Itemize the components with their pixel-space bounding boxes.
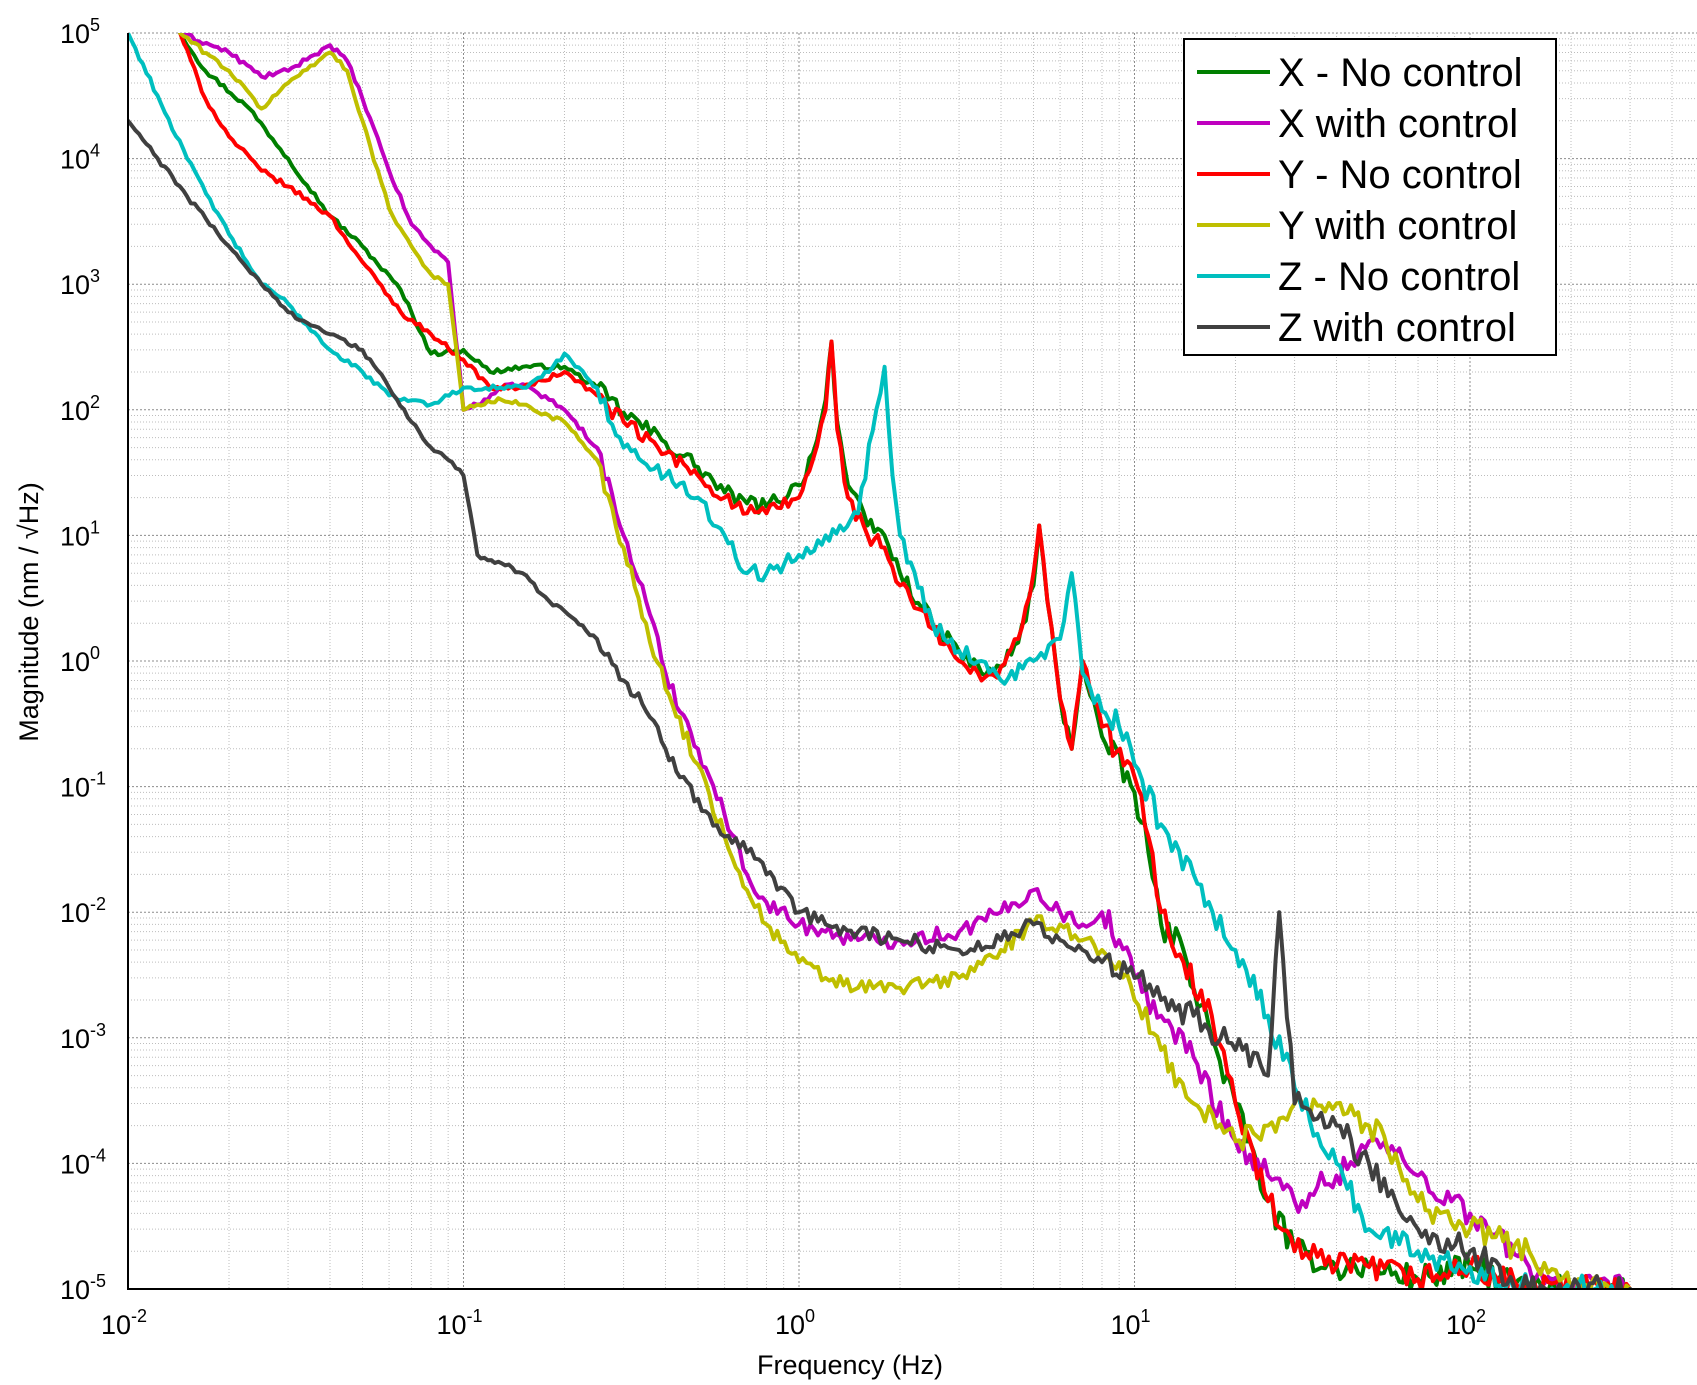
series-line: [178, 33, 1633, 1289]
y-tick-label: 103: [60, 266, 100, 300]
legend-label: X - No control: [1278, 51, 1523, 95]
y-tick-label: 10-1: [60, 769, 106, 803]
legend-label: X with control: [1278, 102, 1518, 146]
x-tick-labels: 10-2 10-1 100 101 102: [101, 1306, 1486, 1340]
series-line: [128, 33, 1633, 1289]
legend-label: Z with control: [1278, 306, 1516, 350]
y-tick-label: 105: [60, 15, 100, 49]
y-tick-label: 102: [60, 392, 100, 426]
y-tick-label: 10-5: [60, 1271, 106, 1305]
x-tick-label: 102: [1446, 1306, 1486, 1340]
y-tick-label: 10-3: [60, 1020, 106, 1054]
y-tick-label: 104: [60, 141, 100, 175]
x-tick-label: 10-2: [101, 1306, 147, 1340]
legend-box: [1183, 38, 1557, 356]
y-tick-label: 10-4: [60, 1145, 106, 1179]
legend-label: Y - No control: [1278, 153, 1522, 197]
y-axis-title: Magnitude (nm / √Hz): [14, 482, 44, 741]
legend-label: Z - No control: [1278, 255, 1520, 299]
y-tick-label: 101: [60, 517, 100, 551]
series-line: [178, 33, 1633, 1289]
x-tick-label: 101: [1110, 1306, 1150, 1340]
y-tick-label: 100: [60, 643, 100, 677]
legend-label: Y with control: [1278, 204, 1517, 248]
plot-frame: [127, 33, 1697, 1290]
x-tick-label: 100: [775, 1306, 815, 1340]
x-axis-title: Frequency (Hz): [757, 1350, 943, 1380]
series-line: [128, 118, 1633, 1289]
y-tick-labels: 10-5 10-4 10-3 10-2 10-1 100 101 102 103 104 105: [60, 15, 106, 1305]
series-layer: [128, 33, 1633, 1289]
legend: X - No control X with control Y - No contr…: [1183, 38, 1557, 356]
x-tick-label: 10-1: [436, 1306, 482, 1340]
y-tick-label: 10-2: [60, 894, 106, 928]
